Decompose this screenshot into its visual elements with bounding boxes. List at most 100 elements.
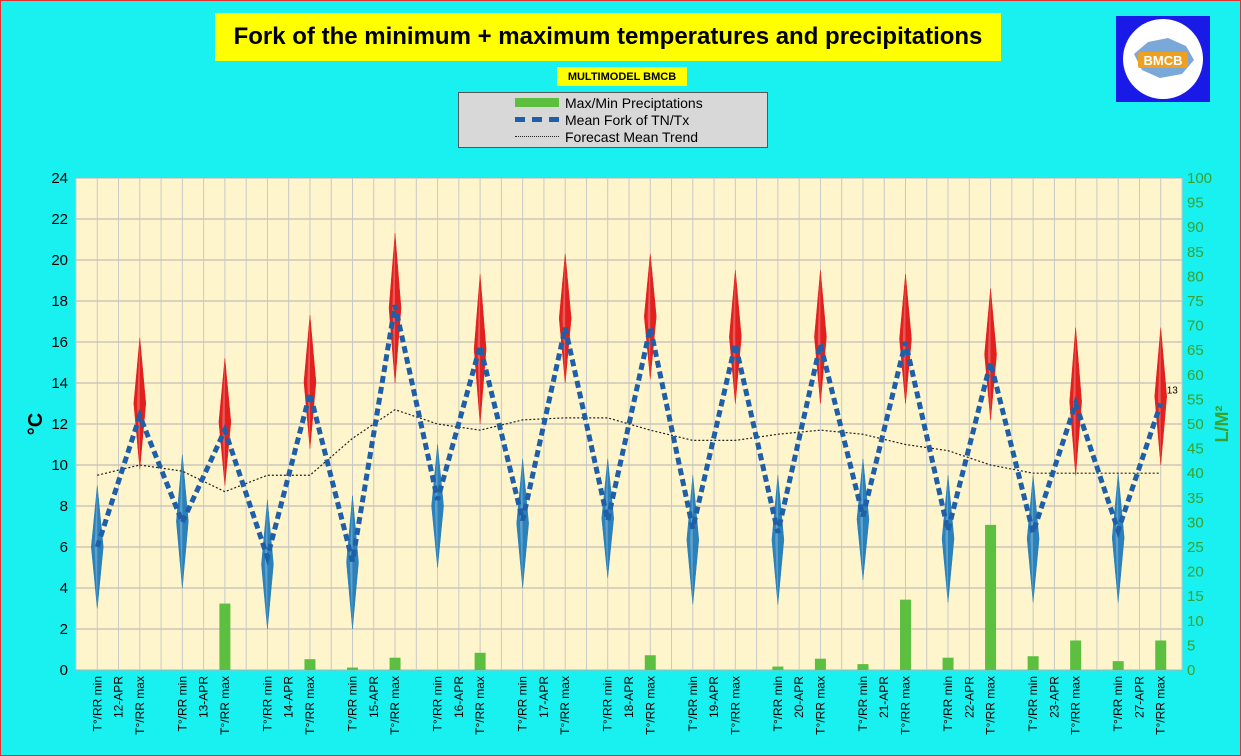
- precip-bar: [644, 655, 656, 670]
- y-tick-label: 18: [51, 293, 68, 310]
- min-range-diamond-shade: [860, 458, 863, 580]
- y2-tick-label: 65: [1187, 342, 1204, 359]
- min-range-diamond-shade: [264, 499, 268, 629]
- y2-tick-label: 25: [1187, 539, 1204, 556]
- min-range-diamond-shade: [945, 475, 949, 603]
- y2-tick-label: 100: [1187, 170, 1212, 187]
- x-slot-label: T°/RR min: [856, 676, 870, 731]
- x-slot-label: T°/RR max: [984, 676, 998, 735]
- max-range-diamond: [899, 274, 912, 404]
- precip-bar: [304, 659, 316, 670]
- blue-dashed-line-icon: [513, 111, 561, 128]
- x-date-label: 17-APR: [537, 676, 551, 718]
- x-slot-label: T°/RR min: [346, 676, 360, 731]
- precip-bar: [772, 666, 784, 670]
- forecast-mean-trend-line: [97, 408, 1161, 493]
- precip-bar: [219, 603, 231, 670]
- y2-tick-label: 40: [1187, 465, 1204, 482]
- y2-tick-label: 10: [1187, 613, 1204, 630]
- max-range-diamond-shade: [902, 274, 906, 404]
- x-slot-label: T°/RR min: [771, 676, 785, 731]
- precip-bar: [1027, 656, 1039, 670]
- y-tick-label: 10: [51, 457, 68, 474]
- x-slot-label: T°/RR min: [175, 676, 189, 731]
- max-range-diamond-shade: [137, 337, 140, 470]
- y2-tick-label: 45: [1187, 441, 1204, 458]
- x-slot-label: T°/RR min: [686, 676, 700, 731]
- legend-label-mean-fork: Mean Fork of TN/Tx: [565, 111, 690, 128]
- x-date-label: 13-APR: [197, 676, 211, 718]
- max-range-diamond: [729, 270, 742, 404]
- max-range-diamond: [644, 253, 657, 379]
- min-range-diamond-shade: [1030, 475, 1034, 603]
- y2-tick-label: 75: [1187, 293, 1204, 310]
- x-slot-label: T°/RR min: [941, 676, 955, 731]
- x-slot-label: T°/RR max: [303, 676, 317, 735]
- y2-tick-label: 80: [1187, 268, 1204, 285]
- x-slot-label: T°/RR max: [218, 676, 232, 735]
- y-tick-label: 22: [51, 211, 68, 228]
- max-range-diamond: [218, 358, 232, 486]
- max-range-diamond-shade: [647, 253, 651, 379]
- precip-bar: [1070, 640, 1082, 670]
- max-range-diamond-shade: [1158, 327, 1161, 465]
- y2-tick-label: 70: [1187, 318, 1204, 335]
- x-slot-label: T°/RR min: [1111, 676, 1125, 731]
- x-date-label: 18-APR: [622, 676, 636, 718]
- x-slot-label: T°/RR max: [813, 676, 827, 735]
- x-slot-label: T°/RR min: [90, 676, 104, 731]
- y-tick-label: 4: [60, 580, 68, 597]
- x-slot-label: T°/RR min: [601, 676, 615, 731]
- precip-bar: [347, 667, 358, 670]
- precip-bar: [389, 657, 401, 670]
- min-range-diamond-shade: [94, 485, 98, 609]
- x-date-label: 23-APR: [1047, 676, 1061, 718]
- y2-tick-label: 35: [1187, 490, 1204, 507]
- x-slot-label: T°/RR min: [260, 676, 274, 731]
- min-range-diamond: [91, 485, 104, 609]
- chart-subtitle: MULTIMODEL BMCB: [557, 67, 687, 86]
- min-range-diamond-shade: [434, 444, 438, 568]
- x-slot-label: T°/RR max: [899, 676, 913, 735]
- green-bar-icon: [513, 94, 561, 111]
- data-annotation: 13: [1167, 386, 1179, 397]
- max-range-diamond-shade: [562, 253, 566, 383]
- x-slot-label: T°/RR min: [431, 676, 445, 731]
- max-range-diamond: [303, 315, 317, 449]
- x-slot-label: T°/RR max: [1069, 676, 1083, 735]
- legend: Max/Min Preciptations Mean Fork of TN/Tx…: [458, 92, 768, 148]
- x-slot-label: T°/RR max: [133, 676, 147, 735]
- y-tick-label: 0: [60, 662, 68, 679]
- y2-tick-label: 85: [1187, 244, 1204, 261]
- legend-item-mean-fork: Mean Fork of TN/Tx: [459, 111, 767, 128]
- x-date-label: 27-APR: [1132, 676, 1146, 718]
- black-dotted-line-icon: [513, 128, 561, 145]
- mean-fork-line: [94, 304, 1164, 567]
- max-range-diamond: [133, 337, 147, 470]
- y-tick-label: 2: [60, 621, 68, 638]
- y2-tick-label: 55: [1187, 391, 1204, 408]
- min-range-diamond-shade: [690, 475, 693, 605]
- y-tick-label: 20: [51, 252, 68, 269]
- y-axis-label: °C: [25, 413, 47, 435]
- y2-axis-label: L/M²: [1212, 406, 1232, 443]
- y2-tick-label: 0: [1187, 662, 1195, 679]
- legend-item-trend: Forecast Mean Trend: [459, 128, 767, 145]
- max-range-diamond-shade: [987, 288, 991, 420]
- x-slot-label: T°/RR min: [516, 676, 530, 731]
- precip-bar: [985, 524, 997, 670]
- precip-bar: [474, 652, 486, 670]
- max-range-diamond-shade: [732, 270, 736, 404]
- x-slot-label: T°/RR max: [558, 676, 572, 735]
- x-date-label: 19-APR: [707, 676, 721, 718]
- precip-bar: [1155, 640, 1167, 670]
- x-date-label: 15-APR: [367, 676, 381, 718]
- x-date-label: 16-APR: [452, 676, 466, 718]
- max-range-diamond: [984, 288, 997, 420]
- x-slot-label: T°/RR min: [1026, 676, 1040, 731]
- precip-bar: [1112, 661, 1124, 670]
- min-range-diamond-shade: [775, 475, 778, 605]
- max-range-diamond-shade: [817, 270, 821, 404]
- x-date-label: 22-APR: [962, 676, 976, 718]
